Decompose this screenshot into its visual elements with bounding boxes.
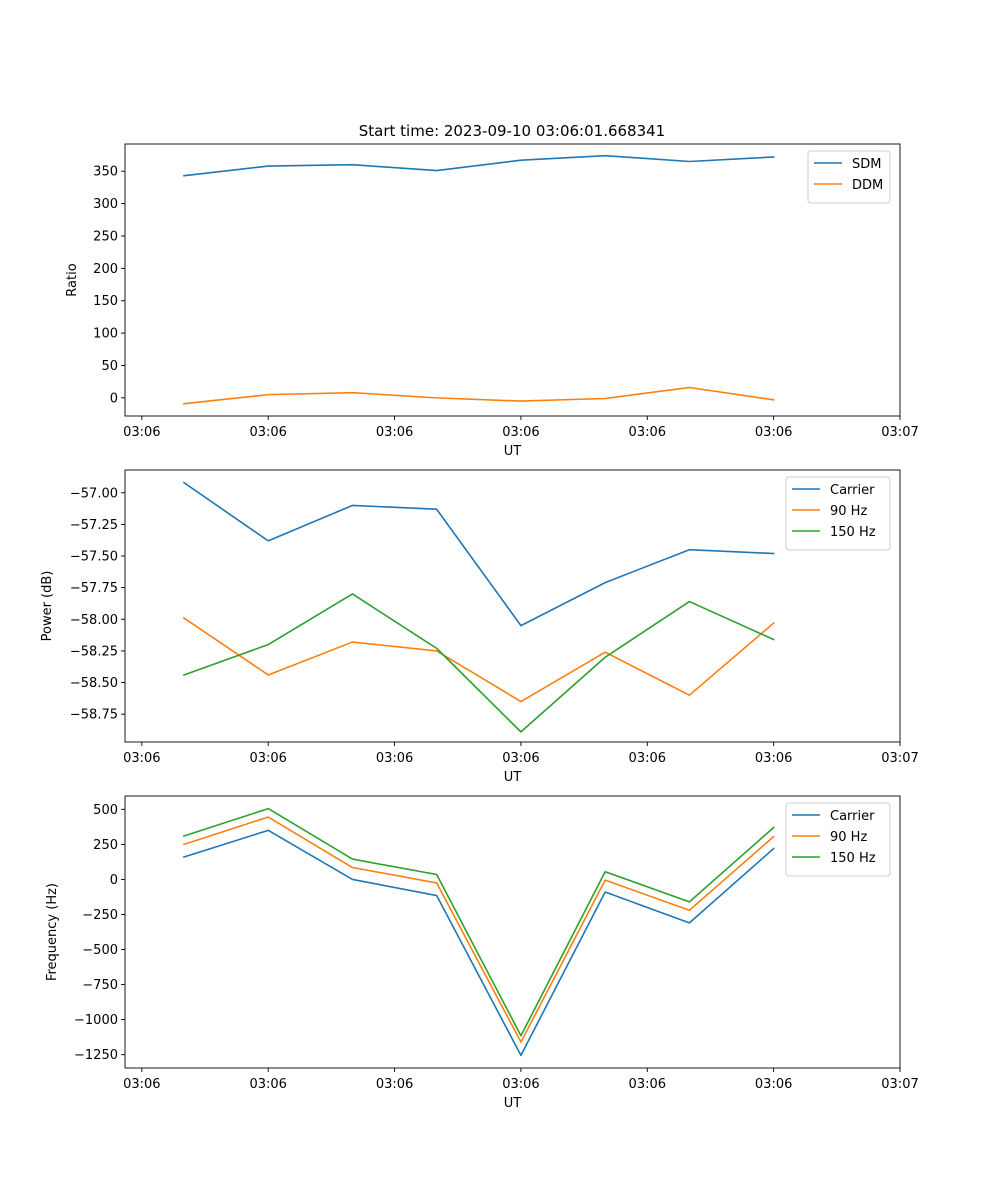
x-tick-label: 03:06	[376, 1077, 413, 1092]
y-tick-label: −57.25	[70, 518, 118, 533]
legend-label: 150 Hz	[830, 525, 876, 540]
series-line-150-hz	[182, 807, 775, 1037]
x-axis-label: UT	[504, 444, 522, 459]
axes-frame	[124, 795, 901, 1069]
legend-box	[807, 150, 891, 204]
x-tick-label: 03:06	[376, 751, 413, 766]
y-tick-label: 250	[93, 229, 118, 244]
subplots: 0 50 100 150 200 250 300 350 03:06 03:06 03:06 03:0…	[40, 143, 919, 1111]
y-tick-label: −250	[82, 908, 118, 923]
x-tick-label: 03:06	[502, 751, 539, 766]
y-tick-label: 0	[110, 873, 118, 888]
series-line-90-hz	[182, 816, 775, 1043]
x-tick-label: 03:06	[755, 1077, 792, 1092]
legend-label: Carrier	[830, 809, 875, 824]
x-tick-label: 03:06	[123, 751, 160, 766]
y-tick-label: 250	[93, 838, 118, 853]
y-tick-label: 50	[101, 359, 118, 374]
axes-frame	[124, 469, 901, 743]
x-tick-label: 03:06	[249, 425, 286, 440]
x-tick-label: 03:07	[881, 751, 918, 766]
y-tick-label: −1000	[74, 1013, 118, 1028]
figure-title: Start time: 2023-09-10 03:06:01.668341	[359, 122, 665, 140]
y-tick-label: −1250	[74, 1048, 118, 1063]
y-tick-label: 350	[93, 165, 118, 180]
y-axis-label: Frequency (Hz)	[45, 883, 60, 981]
y-tick-label: −57.75	[70, 581, 118, 596]
x-tick-label: 03:06	[123, 425, 160, 440]
y-tick-label: −57.50	[70, 550, 118, 565]
x-tick-label: 03:06	[376, 425, 413, 440]
x-axis-label: UT	[504, 1096, 522, 1111]
y-tick-label: −500	[82, 943, 118, 958]
legend-label: 150 Hz	[830, 851, 876, 866]
x-tick-label: 03:06	[502, 425, 539, 440]
series-line-150-hz	[182, 593, 775, 733]
series-line-ddm	[183, 386, 775, 405]
subplot-3: −1250 −1000 −750 −500 −250 0 250 500 03:06 03:06 0…	[45, 795, 919, 1111]
y-tick-label: −57.00	[70, 486, 118, 501]
y-tick-label: 150	[93, 294, 118, 309]
legend-label: Carrier	[830, 483, 875, 498]
legend-label: 90 Hz	[830, 504, 867, 519]
x-tick-label: 03:06	[502, 1077, 539, 1092]
x-tick-label: 03:06	[629, 751, 666, 766]
x-tick-label: 03:07	[881, 1077, 918, 1092]
series-line-carrier	[182, 829, 775, 1057]
legend-label: DDM	[852, 178, 883, 193]
legend: SDM DDM	[807, 150, 891, 204]
x-tick-label: 03:06	[249, 1077, 286, 1092]
legend: Carrier 90 Hz 150 Hz	[785, 476, 891, 551]
y-tick-label: −58.75	[70, 708, 118, 723]
subplot-1: 0 50 100 150 200 250 300 350 03:06 03:06 03:06 03:0…	[65, 143, 919, 459]
y-tick-label: 200	[93, 262, 118, 277]
axes-frame	[124, 143, 901, 417]
legend: Carrier 90 Hz 150 Hz	[785, 802, 891, 877]
y-tick-label: −58.00	[70, 613, 118, 628]
series-line-sdm	[183, 154, 775, 177]
x-tick-label: 03:06	[755, 751, 792, 766]
y-axis-label: Ratio	[65, 263, 80, 296]
y-tick-label: 300	[93, 197, 118, 212]
x-tick-label: 03:06	[629, 1077, 666, 1092]
x-tick-label: 03:06	[629, 425, 666, 440]
x-tick-label: 03:06	[755, 425, 792, 440]
y-tick-label: 100	[93, 327, 118, 342]
y-tick-label: −58.50	[70, 676, 118, 691]
y-tick-label: −58.25	[70, 644, 118, 659]
y-tick-label: 500	[93, 803, 118, 818]
x-tick-label: 03:07	[881, 425, 918, 440]
legend-label: SDM	[852, 157, 881, 172]
series-line-carrier	[182, 481, 775, 627]
x-tick-label: 03:06	[249, 751, 286, 766]
legend-label: 90 Hz	[830, 830, 867, 845]
series-line-90-hz	[182, 616, 775, 703]
y-axis-label: Power (dB)	[40, 571, 55, 642]
x-tick-label: 03:06	[123, 1077, 160, 1092]
subplot-2: −58.75 −58.50 −58.25 −58.00 −57.75 −57.50 −57.…	[40, 469, 919, 785]
y-tick-label: 0	[110, 391, 118, 406]
y-tick-label: −750	[82, 978, 118, 993]
x-axis-label: UT	[504, 770, 522, 785]
